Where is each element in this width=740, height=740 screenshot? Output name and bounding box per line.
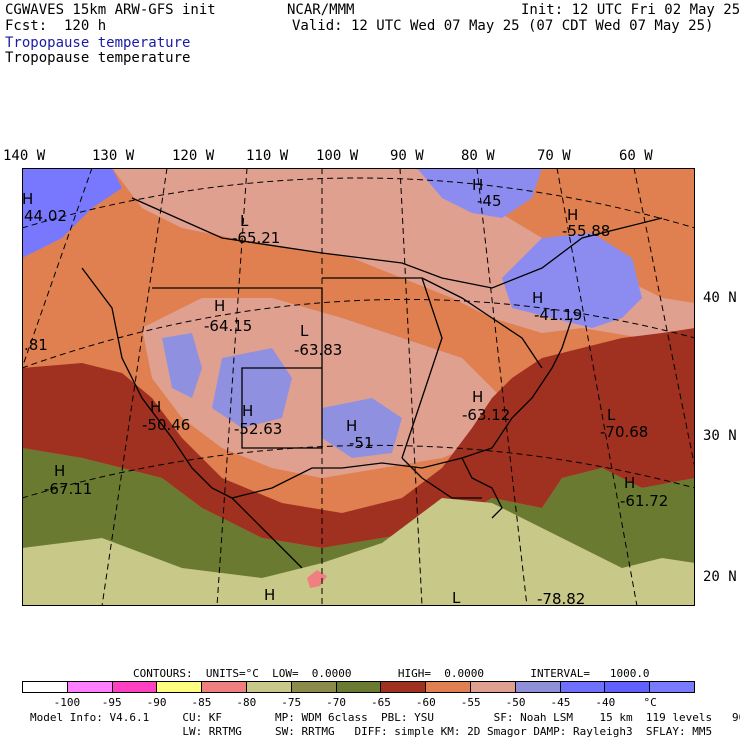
field-blue-nw [22,168,122,258]
center-value: -63.83 [294,341,342,359]
init-time: Init: 12 UTC Fri 02 May 25 [521,2,740,18]
model-info-line2: LW: RRTMG SW: RRTMG DIFF: simple KM: 2D … [30,725,713,738]
lon-label-90w: 90 W [390,148,424,164]
tropopause-temperature-map: L -65.21 H -45 H -55.88 H 44.02 H -64.15… [22,168,695,606]
center-value: -63.12 [462,406,510,424]
colorbar-cell [202,682,247,692]
center-value: -78.82 [537,590,585,606]
field-title-blue: Tropopause temperature [5,35,191,51]
colorbar-tick-label: -75 [281,696,302,709]
colorbar-cell [246,682,292,692]
field-title: Tropopause temperature [5,50,191,66]
center-value: -64.15 [204,317,252,335]
field-pink-spot [307,570,327,588]
center-letter: H [264,586,275,604]
field-blue-sw1 [162,333,202,398]
field-blue-east [502,233,642,328]
colorbar-tick-label: -45 [550,696,571,709]
center-value: -50.46 [142,416,190,434]
lat-label-30n: 30 N [703,428,737,444]
center-value: -41.19 [534,306,582,324]
field-tan [22,498,695,606]
colorbar-cell [23,682,68,692]
colorbar-cell [560,682,606,692]
center-letter: H [472,176,483,194]
colorbar-tick-label: -85 [191,696,212,709]
center-letter: H [242,402,253,420]
center-letter: H [346,417,357,435]
center-letter: L [607,406,616,424]
center-letter: H [54,462,65,480]
center-letter: L [452,589,461,606]
contours-info: CONTOURS: UNITS=°C LOW= 0.0000 HIGH= 0.0… [133,667,650,680]
colorbar-tick-label: -60 [415,696,436,709]
map-frame [22,168,695,606]
colorbar-tick-label: -55 [460,696,481,709]
colorbar-cell [112,682,158,692]
lon-label-140w: 140 W [3,148,46,164]
colorbar-cell [470,682,516,692]
colorbar-cell [291,682,337,692]
lon-label-100w: 100 W [316,148,359,164]
colorbar-tick-label: -40 [595,696,616,709]
center-value: -65.21 [232,229,280,247]
field-red-band [22,328,695,548]
center-value: -45 [477,192,502,210]
center-value: -61.72 [620,492,668,510]
colorbar-tick-label: -50 [505,696,526,709]
center-value: -67.11 [44,480,92,498]
lon-label-60w: 60 W [619,148,653,164]
model-info-line1: Model Info: V4.6.1 CU: KF MP: WDM 6class… [30,711,740,724]
colorbar-tick-label: -70 [326,696,346,709]
organization: NCAR/MMM [287,2,355,18]
lon-label-80w: 80 W [461,148,495,164]
forecast-hour: Fcst: 120 h [5,18,107,34]
center-value: .81 [24,336,48,354]
center-letter: H [214,297,225,315]
field-blue-south [322,398,402,458]
political-boundaries [81,197,663,569]
lon-label-70w: 70 W [537,148,571,164]
center-letter: H [22,190,33,208]
lat-label-20n: 20 N [703,569,737,585]
lon-label-130w: 130 W [92,148,135,164]
valid-time: Valid: 12 UTC Wed 07 May 25 (07 CDT Wed … [292,18,714,34]
center-letter: H [472,388,483,406]
model-title: CGWAVES 15km ARW-GFS init [5,2,216,18]
colorbar-tick-label: -65 [370,696,391,709]
colorbar-cell [336,682,382,692]
center-letter: L [240,212,249,230]
lat-label-40n: 40 N [703,290,737,306]
graticule [22,168,695,606]
center-letter: H [150,398,161,416]
colorbar-cell [515,682,561,692]
center-value: -52.63 [234,420,282,438]
center-value: -55.88 [562,222,610,240]
center-value: -70.68 [600,423,648,441]
colorbar-cell [67,682,113,692]
lon-label-110w: 110 W [246,148,289,164]
colorbar-cell [157,682,203,692]
colorbar-tick-label: -95 [101,696,122,709]
center-letter: L [300,322,309,340]
colorbar-tick-label: -100 [53,696,81,709]
colorbar [22,681,695,693]
colorbar-tick-label: -80 [236,696,257,709]
colorbar-cell [381,682,427,692]
colorbar-cell [650,682,694,692]
center-value: -51 [349,434,374,452]
lon-label-120w: 120 W [172,148,215,164]
colorbar-tick-label: -90 [146,696,167,709]
center-value: 44.02 [24,207,67,225]
colorbar-tick-label: °C [643,696,657,709]
center-letter: H [567,206,578,224]
colorbar-cell [605,682,651,692]
center-letter: H [624,474,635,492]
colorbar-cell [426,682,471,692]
center-letter: H [532,289,543,307]
